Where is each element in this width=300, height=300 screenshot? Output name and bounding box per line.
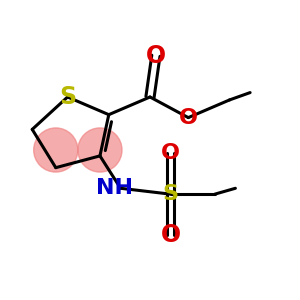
Text: O: O [179, 108, 198, 127]
Text: O: O [146, 44, 166, 68]
Circle shape [34, 128, 78, 172]
Circle shape [78, 128, 122, 172]
Text: O: O [161, 143, 180, 163]
Text: S: S [163, 184, 178, 204]
Text: NH: NH [96, 178, 133, 198]
Text: S: S [59, 85, 76, 109]
Text: O: O [160, 224, 181, 248]
